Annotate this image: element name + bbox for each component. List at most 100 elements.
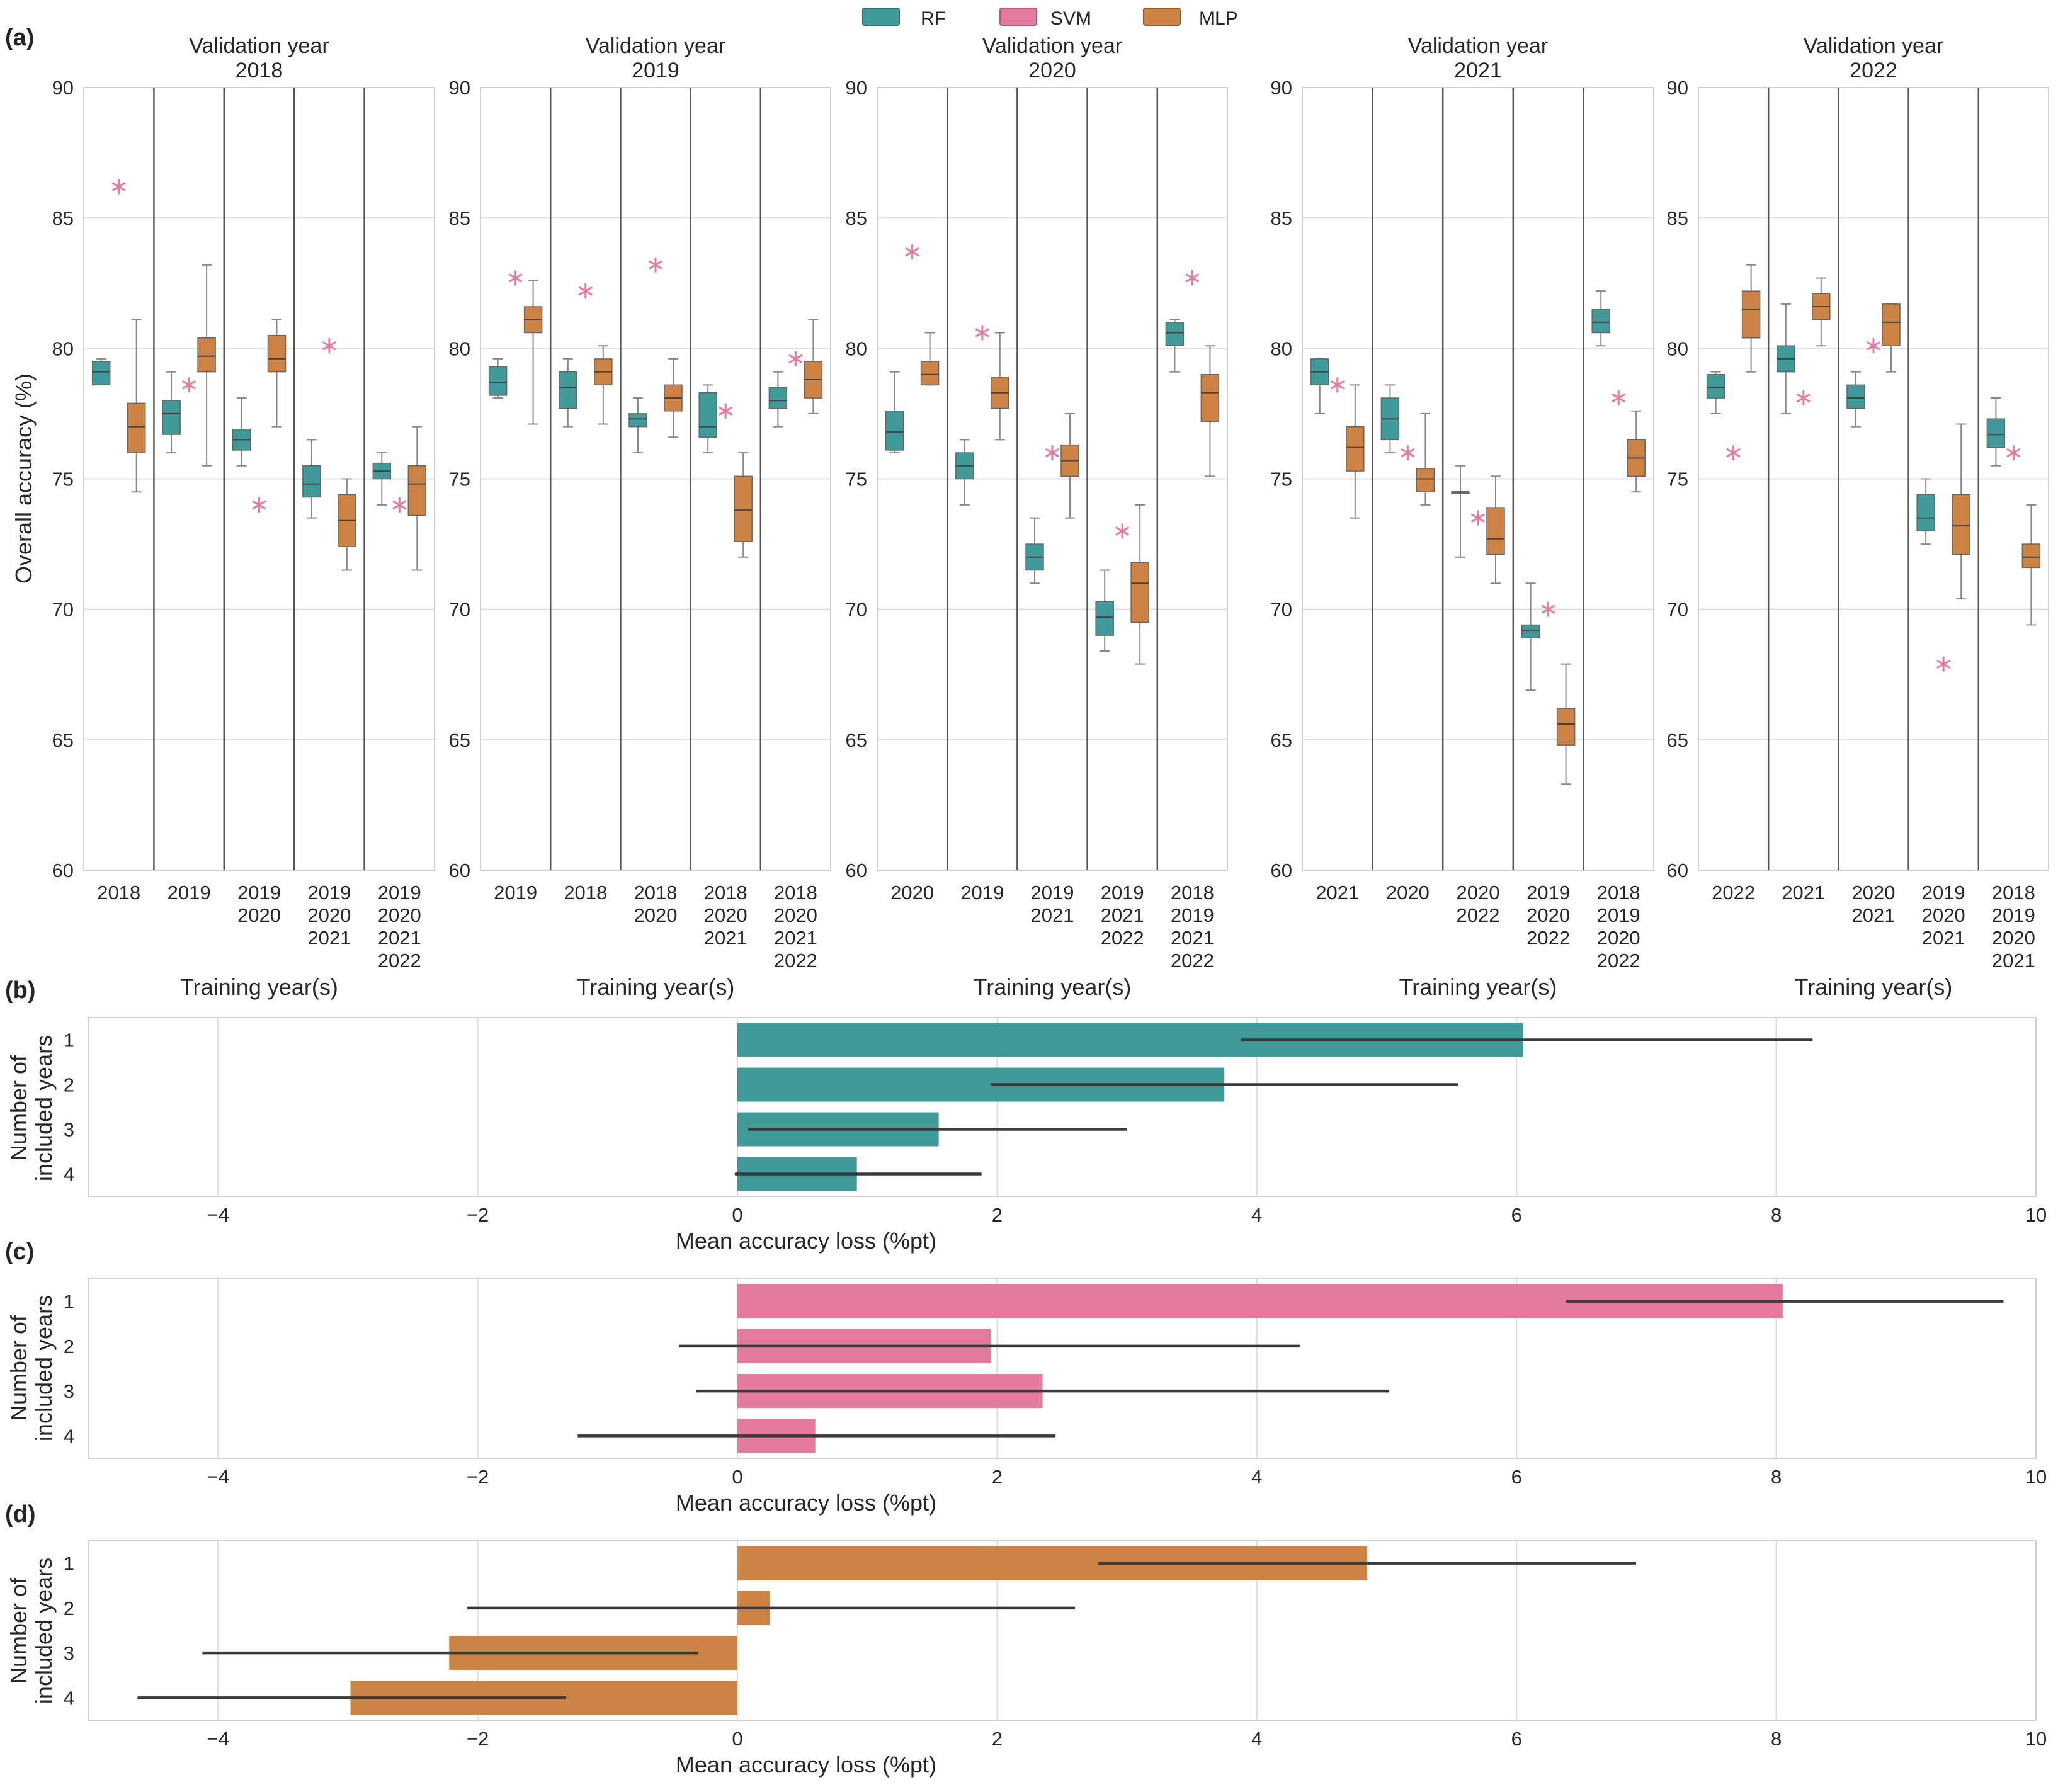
y-axis-label-line2: included years [31,1295,57,1441]
x-tick-label: 2018 [1171,882,1214,904]
subplot-title: Validation year [189,34,329,58]
mlp-box [1486,507,1505,555]
y-axis-label-line1: Number of [6,1577,31,1684]
svm-marker [2006,445,2021,461]
y-tick-label: 90 [449,77,470,99]
x-tick-label: 2021 [1782,882,1825,904]
x-tick-label: 2019 [1031,882,1074,904]
svm-marker-stroke [111,182,126,191]
svm-marker [1541,601,1555,617]
x-tick-label: 2018 [1597,882,1640,904]
legend-label-svm: SVM [1050,8,1091,29]
svm-marker [1470,510,1486,526]
svm-marker [181,377,196,393]
y-tick-label: 2 [64,1597,74,1619]
subplot-frame [83,87,435,871]
x-tick-label: 2019 [960,882,1004,904]
svm-marker-stroke [905,247,919,257]
rf-box [1165,322,1185,346]
y-tick-label: 3 [64,1642,74,1664]
mlp-box [267,334,287,373]
legend-swatch-mlp [1143,8,1181,26]
svm-marker [1045,445,1060,461]
subplot-title: Validation year [1804,34,1943,58]
y-axis-label-line2: included years [31,1558,57,1704]
rf-box [302,465,321,498]
svm-marker-stroke [1330,380,1345,390]
svm-marker-stroke [1866,341,1881,351]
x-tick-label: 2020 [1992,927,2035,949]
x-tick-label: 2018 [774,882,817,904]
y-tick-label: 75 [449,468,470,491]
svm-marker-stroke [1726,448,1741,458]
x-tick-label: 2019 [1922,882,1965,904]
svm-marker [1330,377,1345,393]
svm-marker-stroke [719,406,733,416]
y-tick-label: 65 [846,729,867,751]
legend-label-mlp: MLP [1199,8,1238,29]
svm-marker [392,497,407,513]
x-tick-label: 2020 [774,904,817,926]
panel-a-boxplots: Overall accuracy (%) 60 65 70 75 80 85 90 Valida… [11,34,2049,1000]
rf-box [768,387,788,409]
svm-marker [1115,523,1130,539]
x-axis-label: Mean accuracy loss (%pt) [676,1228,936,1254]
svm-marker [1612,390,1626,406]
svm-marker-stroke [1541,604,1555,614]
rf-box [488,366,508,396]
y-tick-label: 65 [1271,729,1292,751]
y-tick-label: 4 [64,1164,74,1186]
x-tick-label: 2021 [1171,927,1214,949]
x-tick-label: 2019 [378,882,421,904]
x-axis-label: Mean accuracy loss (%pt) [676,1752,936,1778]
x-tick-label: 0 [732,1466,742,1488]
subplot-title-year: 2022 [1850,59,1897,82]
y-tick-label: 80 [1667,337,1688,360]
x-tick-label: 2020 [704,904,748,926]
svm-marker [1726,445,1741,461]
x-tick-label: 2021 [1316,882,1359,904]
y-tick-label: 4 [64,1425,74,1447]
svm-marker [578,283,593,299]
x-tick-label: 2019 [1101,882,1144,904]
mlp-box [1346,426,1365,472]
y-tick-label: 1 [64,1553,74,1575]
x-tick-label: 2019 [307,882,351,904]
x-axis-label: Mean accuracy loss (%pt) [676,1490,936,1516]
panel-letter-b: (b) [5,977,36,1004]
y-tick-label: 60 [52,859,74,882]
y-tick-label: 85 [449,207,470,229]
x-tick-label: 2 [992,1466,1003,1488]
rf-box [1916,494,1935,532]
subplot-frame [1302,87,1654,871]
rf-box [1095,601,1114,636]
mlp-box [920,361,940,386]
panel-c-svm-bars: −4 −2 0 2 4 6 8 10 Mean accuracy loss (%pt) Numbe… [6,1278,2047,1516]
y-tick-label: 85 [846,207,867,229]
y-tick-label: 4 [64,1687,74,1709]
x-tick-label: 2019 [168,882,211,904]
y-tick-label: 75 [846,468,867,491]
y-axis-label: Number ofincluded years [6,1558,57,1704]
x-tick-label: 2020 [237,904,281,926]
x-tick-label: 2020 [634,904,678,926]
rf-box [698,392,717,438]
x-tick-label: 2019 [1171,904,1214,926]
rf-box [559,371,577,409]
x-tick-label: −4 [207,1466,229,1488]
x-axis-label-a: Training year(s) [577,974,735,1000]
x-tick-label: −4 [207,1204,229,1226]
y-axis-label-a: Overall accuracy (%) [11,373,37,584]
panel-frame [88,1540,2037,1721]
x-axis-label-a: Training year(s) [1399,974,1557,1000]
svm-marker-stroke [1185,273,1200,283]
y-tick-label: 3 [64,1380,74,1402]
x-tick-label: 6 [1511,1204,1522,1226]
svm-marker-stroke [788,354,803,364]
panel-letter-d: (d) [5,1501,36,1528]
y-tick-label: 75 [1271,468,1292,491]
x-tick-label: 2022 [1171,950,1214,972]
